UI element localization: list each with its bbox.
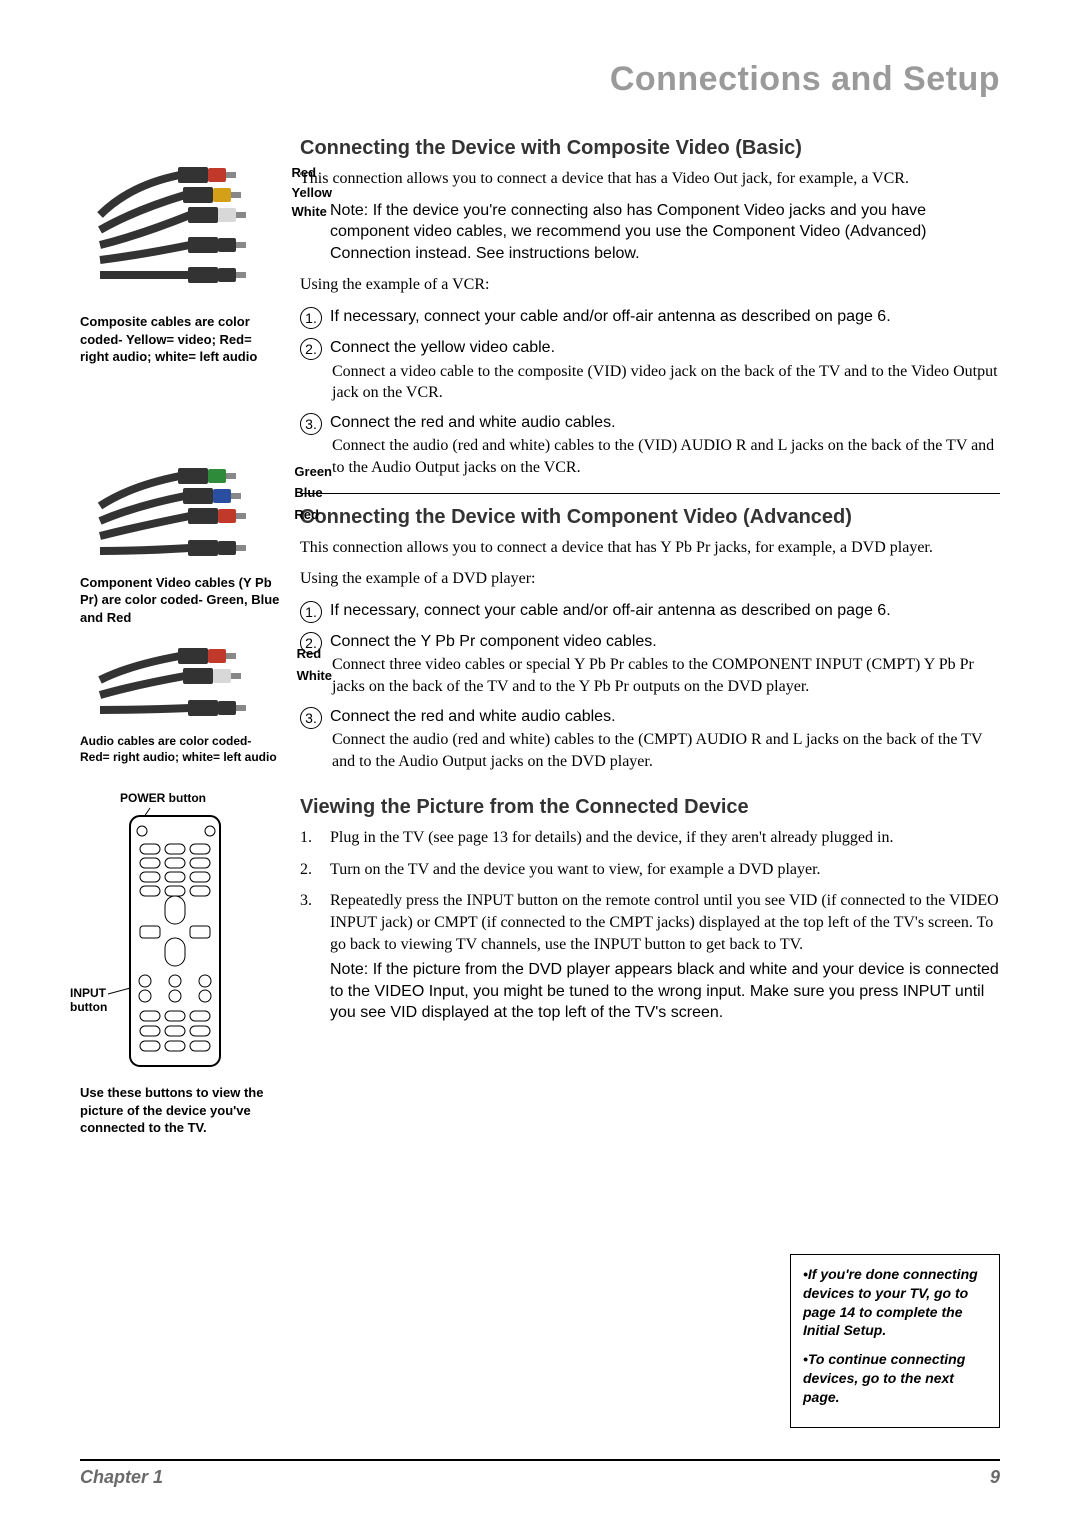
step-number-icon: 1. xyxy=(300,601,322,623)
step-sub: Connect the audio (red and white) cables… xyxy=(332,729,1000,772)
remote-caption: Use these buttons to view the picture of… xyxy=(80,1084,280,1137)
callout-box: •If you're done connecting devices to yo… xyxy=(790,1254,1000,1428)
main-content: Connecting the Device with Composite Vid… xyxy=(300,129,1000,1137)
callout-line-1: •If you're done connecting devices to yo… xyxy=(803,1265,987,1341)
remote-input-label: INPUT button xyxy=(70,986,120,1015)
list-item: Turn on the TV and the device you want t… xyxy=(300,859,1000,881)
composite-note: Note: If the device you're connecting al… xyxy=(330,200,1000,265)
list-item-text: Repeatedly press the INPUT button on the… xyxy=(330,892,999,952)
component-heading: Connecting the Device with Component Vid… xyxy=(300,506,1000,529)
audio-cables-figure: Red White Audio cables are color coded- … xyxy=(80,640,280,765)
step-number-icon: 3. xyxy=(300,413,322,435)
component-caption: Component Video cables (Y Pb Pr) are col… xyxy=(80,574,280,627)
list-item: Plug in the TV (see page 13 for details)… xyxy=(300,827,1000,849)
component-cables-figure: Green Blue Red Component Video cables (Y… xyxy=(80,456,280,627)
cable-label-red2: Red xyxy=(294,507,332,523)
remote-icon xyxy=(80,796,260,1076)
step-title: Connect the Y Pb Pr component video cabl… xyxy=(330,631,1000,653)
cable-label-green: Green xyxy=(294,464,332,480)
step-title: Connect the yellow video cable. xyxy=(330,337,1000,359)
step-number-icon: 1. xyxy=(300,307,322,329)
step-title: If necessary, connect your cable and/or … xyxy=(330,306,1000,328)
component-intro: This connection allows you to connect a … xyxy=(300,537,1000,559)
composite-intro: This connection allows you to connect a … xyxy=(300,168,1000,190)
step-number-icon: 2. xyxy=(300,338,322,360)
composite-step-3: 3. Connect the red and white audio cable… xyxy=(300,412,1000,479)
divider xyxy=(300,493,1000,494)
viewing-heading: Viewing the Picture from the Connected D… xyxy=(300,796,1000,819)
audio-cables-icon xyxy=(80,640,280,725)
component-step-1: 1. If necessary, connect your cable and/… xyxy=(300,600,1000,623)
viewing-note: Note: If the picture from the DVD player… xyxy=(330,959,1000,1024)
cable-label-white: White xyxy=(292,204,332,220)
audio-caption: Audio cables are color coded- Red= right… xyxy=(80,733,280,765)
step-title: Connect the red and white audio cables. xyxy=(330,412,1000,434)
footer-page-number: 9 xyxy=(990,1467,1000,1488)
cable-label-red3: Red xyxy=(297,646,332,662)
composite-heading: Connecting the Device with Composite Vid… xyxy=(300,137,1000,160)
composite-step-1: 1. If necessary, connect your cable and/… xyxy=(300,306,1000,329)
cable-label-white2: White xyxy=(297,668,332,684)
list-item: Repeatedly press the INPUT button on the… xyxy=(300,890,1000,1024)
cable-label-red: Red xyxy=(292,165,332,181)
callout-line-2: •To continue connecting devices, go to t… xyxy=(803,1350,987,1407)
viewing-steps: Plug in the TV (see page 13 for details)… xyxy=(300,827,1000,1024)
step-sub: Connect a video cable to the composite (… xyxy=(332,361,1000,404)
footer-chapter: Chapter 1 xyxy=(80,1467,163,1488)
component-using: Using the example of a DVD player: xyxy=(300,568,1000,590)
step-title: If necessary, connect your cable and/or … xyxy=(330,600,1000,622)
step-number-icon: 3. xyxy=(300,707,322,729)
composite-using: Using the example of a VCR: xyxy=(300,274,1000,296)
cable-label-yellow: Yellow xyxy=(292,185,332,201)
remote-power-label: POWER button xyxy=(120,790,206,806)
composite-cables-figure: Red Yellow White Composite cables are co… xyxy=(80,155,280,366)
component-step-3: 3. Connect the red and white audio cable… xyxy=(300,706,1000,773)
step-sub: Connect three video cables or special Y … xyxy=(332,654,1000,697)
chapter-title: Connections and Setup xyxy=(80,60,1000,99)
composite-caption: Composite cables are color coded- Yellow… xyxy=(80,313,280,366)
remote-figure: POWER button INPUT button xyxy=(80,796,280,1137)
step-sub: Connect the audio (red and white) cables… xyxy=(332,435,1000,478)
cable-label-blue: Blue xyxy=(294,485,332,501)
composite-cables-icon xyxy=(80,155,280,305)
sidebar: Red Yellow White Composite cables are co… xyxy=(80,129,280,1137)
component-step-2: 2. Connect the Y Pb Pr component video c… xyxy=(300,631,1000,698)
composite-step-2: 2. Connect the yellow video cable. Conne… xyxy=(300,337,1000,404)
component-cables-icon xyxy=(80,456,280,566)
page-footer: Chapter 1 9 xyxy=(80,1459,1000,1488)
step-title: Connect the red and white audio cables. xyxy=(330,706,1000,728)
